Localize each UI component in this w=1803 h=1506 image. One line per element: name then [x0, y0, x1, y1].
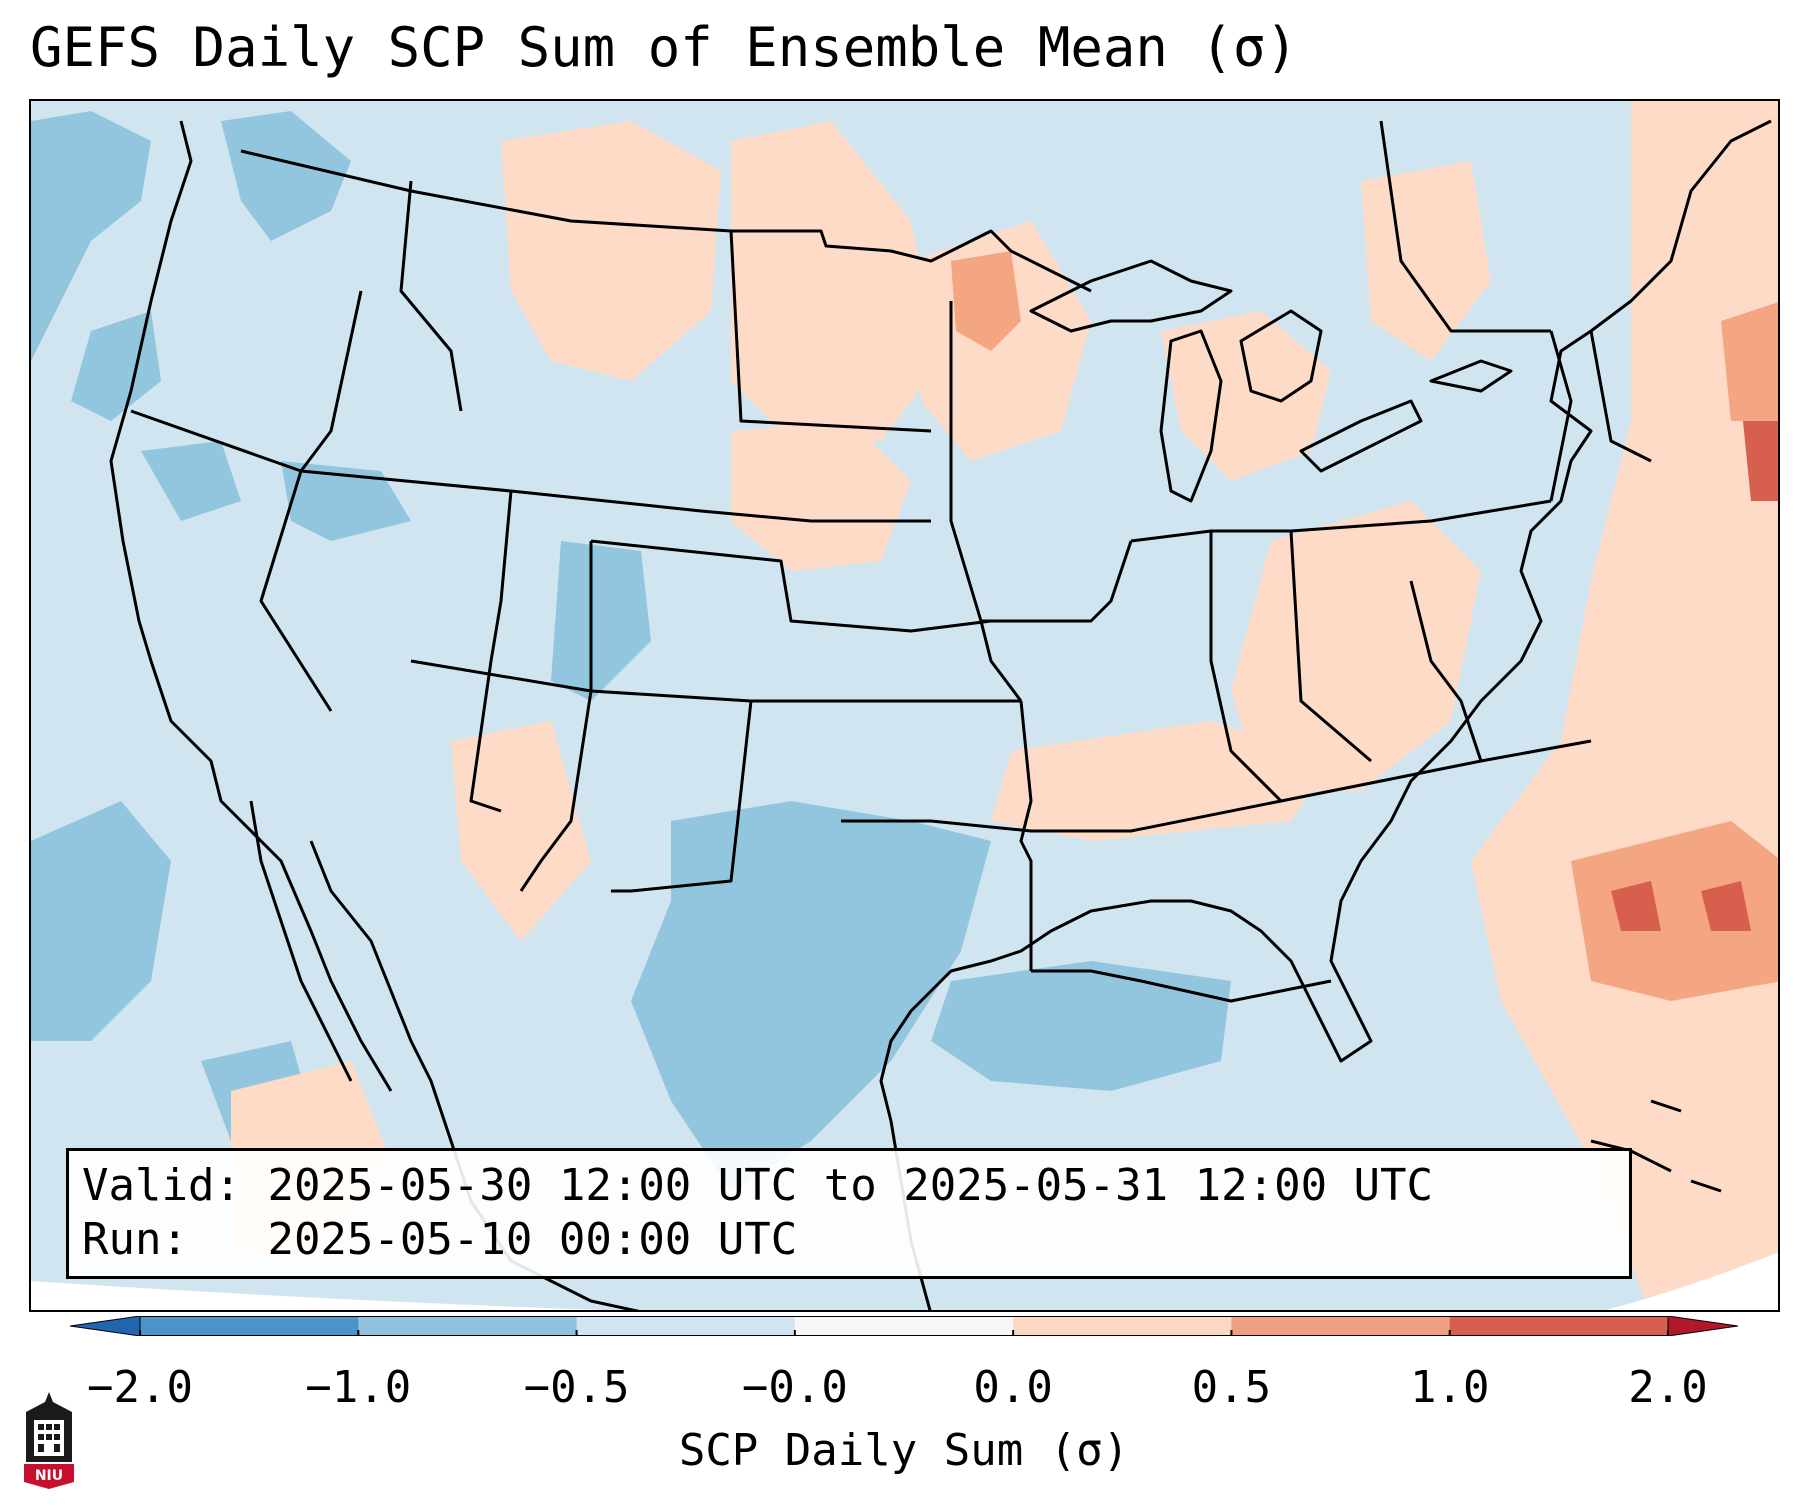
- minnesota-strong: [951, 251, 1021, 351]
- colorbar-bin: [576, 1316, 796, 1336]
- great-lakes-red: [1161, 311, 1331, 481]
- state-line-4: [469, 490, 513, 813]
- colorbar-tick-label: −0.5: [523, 1362, 630, 1413]
- colorado-blue: [551, 541, 651, 701]
- projection-edge: [31, 1281, 602, 1310]
- atlantic-medium: [1571, 821, 1778, 1001]
- lake-michigan: [1159, 329, 1223, 503]
- state-line-15: [841, 739, 1592, 833]
- negative-anomaly-layer: [31, 111, 1231, 1191]
- state-line-13: [981, 540, 1133, 623]
- colorbar-bin: [140, 1316, 359, 1336]
- washington-blue: [221, 111, 351, 241]
- run-value: 2025-05-10 00:00 UTC: [267, 1214, 798, 1265]
- state-line-19: [1289, 530, 1372, 763]
- nevada-blue: [141, 441, 241, 521]
- colorbar-extend-min: [70, 1316, 141, 1336]
- colorbar: [70, 1316, 1738, 1336]
- run-label: Run:: [82, 1214, 188, 1265]
- state-line-10: [590, 539, 992, 633]
- caribbean-island-3: [1650, 1099, 1682, 1113]
- montana-red: [501, 121, 721, 381]
- university-tower-icon: NIU: [24, 1392, 74, 1489]
- chart-title: GEFS Daily SCP Sum of Ensemble Mean (σ): [30, 16, 1298, 79]
- tennessee-red: [991, 721, 1331, 841]
- baja-coastline: [249, 800, 353, 1082]
- valid-line: Valid: 2025-05-30 12:00 UTC to 2025-05-3…: [82, 1159, 1629, 1213]
- pacific-nw-blue-2: [71, 311, 161, 421]
- canada-border: [240, 149, 1092, 293]
- colorbar-bin: [1013, 1316, 1232, 1336]
- caribbean-island-2: [1690, 1179, 1722, 1193]
- colorbar-bin: [794, 1316, 1014, 1336]
- colorbar-label: SCP Daily Sum (σ): [678, 1425, 1130, 1476]
- lake-huron: [1239, 309, 1323, 403]
- state-line-14: [1019, 700, 1033, 971]
- state-line-18: [1209, 531, 1283, 803]
- state-line-16: [1031, 969, 1332, 1003]
- lake-superior: [1029, 259, 1233, 333]
- lake-ontario: [1429, 359, 1513, 393]
- east-coastline: [879, 119, 1772, 1310]
- state-line-23: [1589, 330, 1652, 463]
- nevada-blue-2: [281, 461, 411, 541]
- valid-value: 2025-05-30 12:00 UTC to 2025-05-31 12:00…: [267, 1160, 1434, 1211]
- dakotas-red: [731, 121, 941, 441]
- colorbar-tick-label: 0.0: [973, 1362, 1053, 1413]
- texas-blue: [631, 801, 991, 1191]
- state-line-1: [130, 409, 931, 523]
- state-line-5: [259, 470, 333, 712]
- colorbar-bin: [358, 1316, 578, 1336]
- colorbar-outline: [139, 1316, 1669, 1336]
- state-line-21: [1549, 330, 1573, 502]
- state-line-20: [1409, 580, 1483, 762]
- colorbar-bin: [1231, 1316, 1451, 1336]
- positive-anomaly-layer: [231, 101, 1778, 1310]
- atlantic-upper-red: [1721, 302, 1778, 421]
- colorbar-tick-label: 2.0: [1628, 1362, 1708, 1413]
- colorbar-tick-label: 1.0: [1409, 1362, 1490, 1413]
- atlantic-strong: [1611, 881, 1661, 931]
- nebraska-red: [731, 421, 911, 571]
- colorbar-extend-max: [1667, 1316, 1738, 1336]
- state-line-9: [611, 700, 753, 893]
- state-line-2: [299, 290, 363, 472]
- run-line: Run: 2025-05-10 00:00 UTC: [82, 1213, 1629, 1267]
- colorbar-tick-label: −2.0: [87, 1362, 193, 1413]
- state-line-3: [399, 180, 463, 412]
- map-panel: [29, 99, 1780, 1312]
- atlantic-red: [1471, 101, 1778, 1310]
- atlantic-strong-2: [1701, 881, 1751, 931]
- gulf-blue: [931, 961, 1231, 1091]
- valid-run-infobox: Valid: 2025-05-30 12:00 UTC to 2025-05-3…: [66, 1148, 1632, 1279]
- projection-edge-right: [1606, 1252, 1778, 1310]
- mexico-red: [451, 721, 591, 941]
- lake-erie: [1299, 399, 1423, 473]
- west-coastline: [109, 120, 393, 1092]
- colorbar-tick-label: −0.0: [741, 1362, 848, 1413]
- colorbar-tick-label: 0.5: [1191, 1362, 1272, 1413]
- valid-label: Valid:: [82, 1160, 241, 1211]
- colorbar-tick-label: −1.0: [305, 1362, 412, 1413]
- state-line-22: [1379, 120, 1551, 333]
- state-line-11: [729, 230, 932, 433]
- pacific-blue: [31, 801, 171, 1041]
- logo-text: NIU: [35, 1468, 63, 1484]
- map-svg: [31, 101, 1778, 1310]
- colorbar-bin: [1449, 1316, 1669, 1336]
- state-line-8: [519, 690, 593, 892]
- pacific-nw-blue: [31, 111, 151, 361]
